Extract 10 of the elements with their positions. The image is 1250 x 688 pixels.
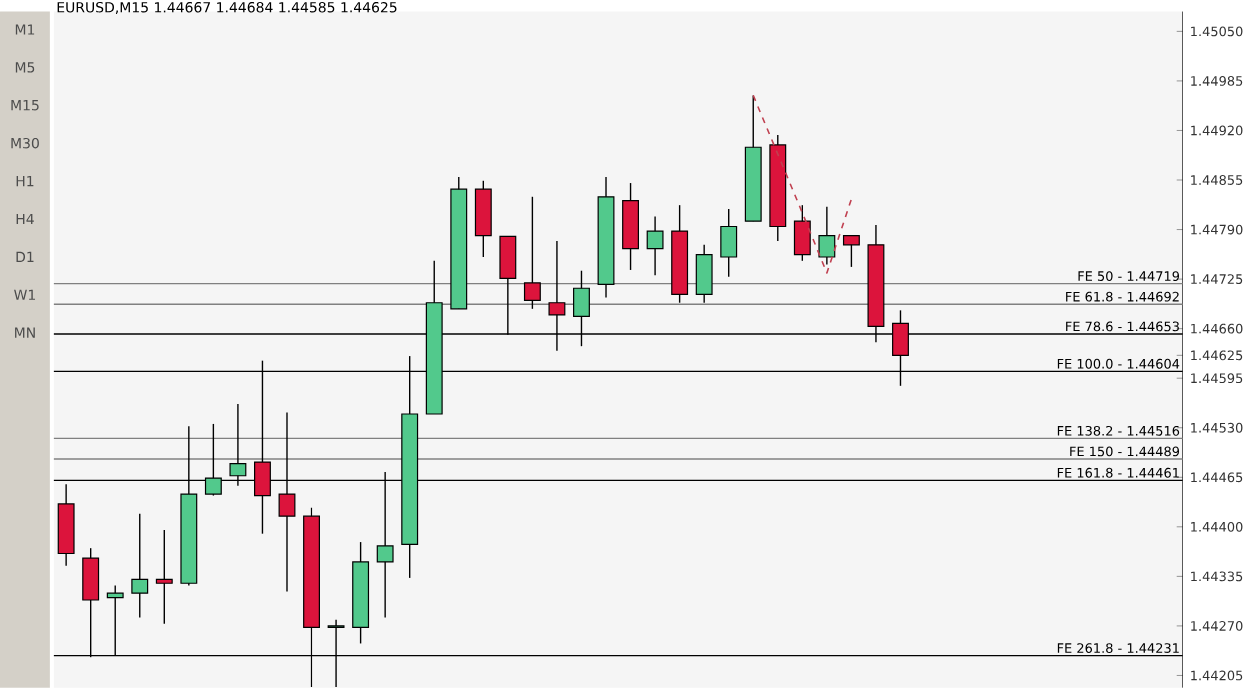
candlestick xyxy=(523,196,541,310)
candlestick xyxy=(474,180,492,258)
candlestick xyxy=(646,215,664,276)
candlestick xyxy=(720,208,738,278)
candlestick xyxy=(818,205,836,266)
candlestick xyxy=(793,204,811,262)
candlestick xyxy=(695,244,713,304)
candlestick xyxy=(155,529,173,625)
candlestick xyxy=(842,234,860,268)
candlestick xyxy=(131,513,149,619)
